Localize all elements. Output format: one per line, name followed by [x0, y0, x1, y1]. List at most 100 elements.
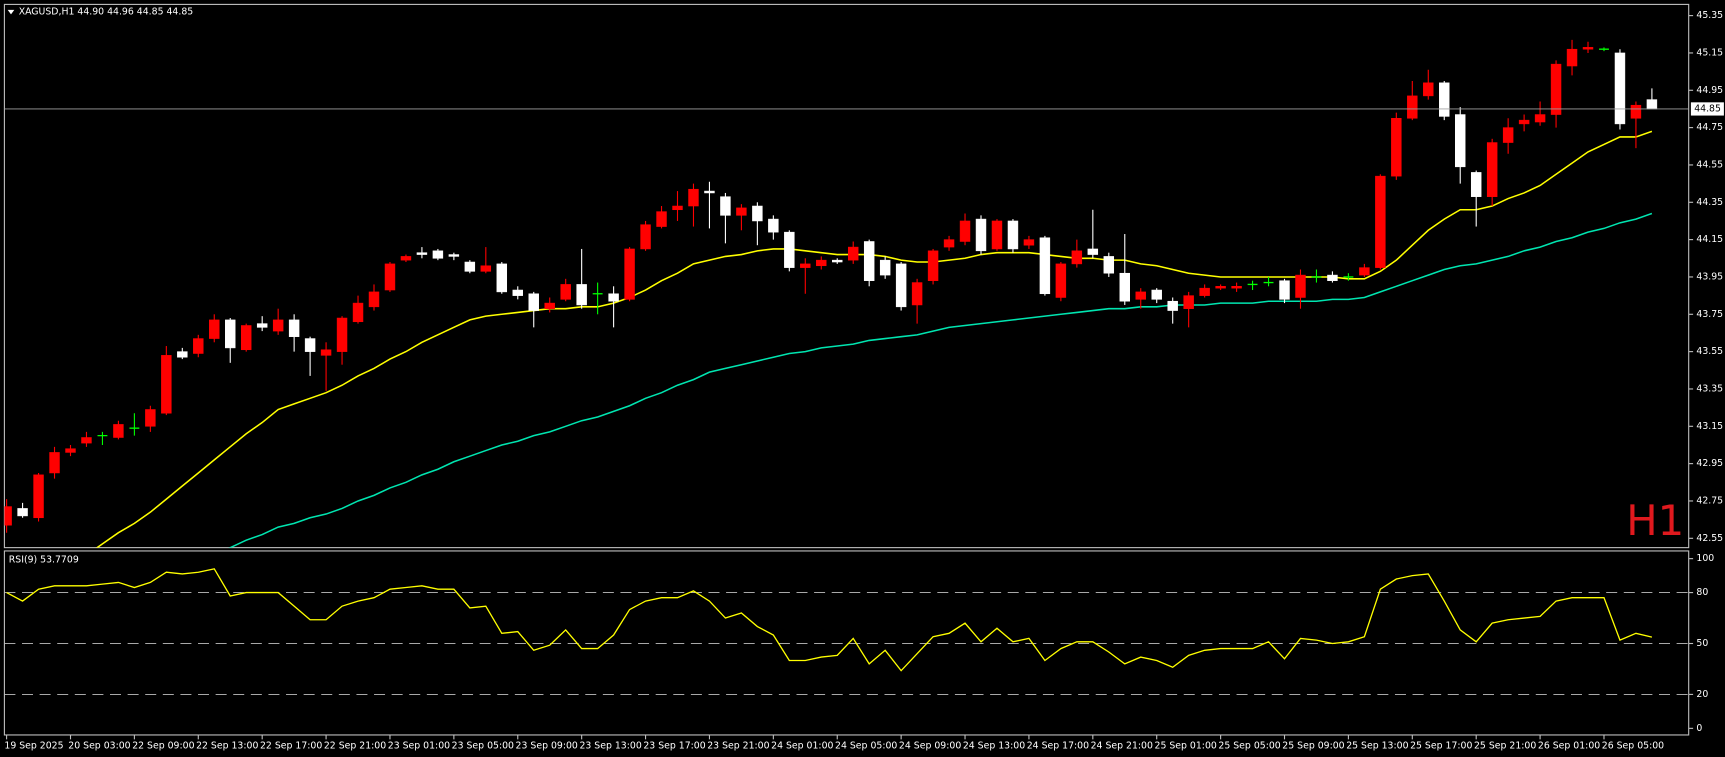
x-tick-label: 25 Sep 09:00	[1282, 740, 1344, 751]
axes: 42.55 42.75 42.95 43.15 43.35 43.55 43.75 43.95…	[4, 10, 1724, 751]
candle-body	[1582, 47, 1594, 50]
candle-body	[1199, 287, 1210, 296]
candle-body	[608, 293, 619, 302]
candle-body	[927, 250, 939, 281]
y-tick-label: 44.75	[1696, 122, 1723, 133]
x-tick-label: 23 Sep 17:00	[643, 740, 705, 751]
candle-body	[496, 263, 508, 293]
candle-body	[288, 319, 300, 337]
candle-body	[1007, 220, 1019, 250]
x-tick-label: 24 Sep 05:00	[835, 740, 897, 751]
chart-title: XAGUSD,H1 44.90 44.96 44.85 44.85	[19, 7, 194, 18]
candle-body	[816, 259, 827, 267]
candle-body	[81, 437, 92, 444]
x-tick-label: 24 Sep 01:00	[771, 740, 833, 751]
x-tick-label: 24 Sep 13:00	[963, 740, 1025, 751]
rsi-tick-label: 0	[1696, 723, 1702, 734]
candle-body	[1454, 114, 1466, 168]
candle-body	[193, 338, 204, 354]
candle-body	[544, 302, 555, 309]
moving-average-line	[228, 212, 1653, 548]
candle-body	[911, 282, 923, 306]
x-tick-label: 25 Sep 17:00	[1410, 740, 1472, 751]
candle-body	[448, 254, 460, 257]
candle-body	[1470, 172, 1482, 197]
y-tick-label: 42.95	[1696, 458, 1723, 469]
candle-body	[736, 207, 747, 216]
rsi-tick-label: 20	[1696, 689, 1708, 700]
candle-body	[352, 302, 364, 323]
candle-body	[784, 231, 795, 268]
candle-body	[256, 323, 268, 328]
candle-body	[464, 261, 476, 272]
candle-body	[1167, 300, 1178, 311]
x-tick-label: 23 Sep 05:00	[452, 740, 514, 751]
candle-body	[4, 506, 12, 526]
candle-body	[704, 190, 715, 194]
candle-body	[752, 205, 763, 222]
x-tick-label: 22 Sep 13:00	[196, 740, 258, 751]
x-tick-label: 22 Sep 09:00	[132, 740, 194, 751]
x-tick-label: 23 Sep 09:00	[516, 740, 578, 751]
x-tick-label: 26 Sep 01:00	[1538, 740, 1600, 751]
x-tick-label: 23 Sep 13:00	[579, 740, 641, 751]
y-tick-label: 45.35	[1696, 10, 1723, 21]
candle-body	[895, 263, 907, 308]
rsi-tick-label: 50	[1696, 638, 1708, 649]
x-tick-label: 24 Sep 21:00	[1091, 740, 1153, 751]
timeframe-label: H1	[1626, 496, 1684, 545]
rsi-title: RSI(9) 53.7709	[9, 554, 79, 565]
y-tick-label: 43.35	[1696, 383, 1723, 394]
candle-body	[272, 319, 284, 332]
candle-body	[800, 263, 811, 268]
x-tick-label: 22 Sep 21:00	[324, 740, 386, 751]
x-tick-label: 25 Sep 05:00	[1218, 740, 1280, 751]
candle-body	[225, 319, 236, 349]
candle-body	[1183, 295, 1194, 309]
candle-body	[975, 218, 987, 252]
candle-body	[240, 325, 252, 351]
candle-body	[320, 349, 332, 356]
candle-body	[49, 452, 60, 474]
candle-body	[1566, 48, 1578, 67]
candle-body	[1231, 286, 1242, 289]
candle-body	[576, 284, 587, 306]
rsi-line	[6, 568, 1653, 672]
candle-body	[209, 319, 220, 339]
candle-body	[1359, 267, 1370, 276]
candle-body	[161, 355, 172, 414]
candle-body	[688, 188, 699, 207]
candle-body	[1646, 99, 1658, 110]
candle-body	[1295, 274, 1306, 298]
candle-body	[1439, 82, 1450, 117]
candle-body	[1119, 272, 1130, 302]
candle-body	[432, 250, 444, 259]
candle-body	[145, 409, 156, 427]
candle-body	[1215, 286, 1226, 289]
x-tick-label: 22 Sep 17:00	[260, 740, 322, 751]
candle-body	[1055, 263, 1067, 298]
candle-body	[1486, 142, 1498, 197]
candle-body	[656, 211, 667, 227]
candle-body	[991, 220, 1003, 250]
main-plot	[4, 39, 1689, 548]
candle-body	[1407, 95, 1418, 119]
x-tick-label: 25 Sep 01:00	[1155, 740, 1217, 751]
candle-body	[768, 218, 779, 233]
y-tick-label: 43.55	[1696, 346, 1723, 357]
candle-body	[1630, 104, 1642, 119]
candle-body	[863, 241, 875, 281]
candle-body	[1502, 127, 1514, 143]
candle-body	[177, 351, 188, 358]
candle-body	[560, 284, 571, 300]
y-tick-label: 45.15	[1696, 47, 1723, 58]
moving-average-line	[95, 130, 1653, 548]
candle-body	[1279, 280, 1290, 300]
candle-body	[832, 259, 843, 263]
candle-body	[624, 248, 635, 300]
candle-body	[400, 256, 412, 261]
candle-body	[368, 291, 380, 308]
x-tick-label: 23 Sep 21:00	[707, 740, 769, 751]
candle-body	[65, 448, 76, 453]
